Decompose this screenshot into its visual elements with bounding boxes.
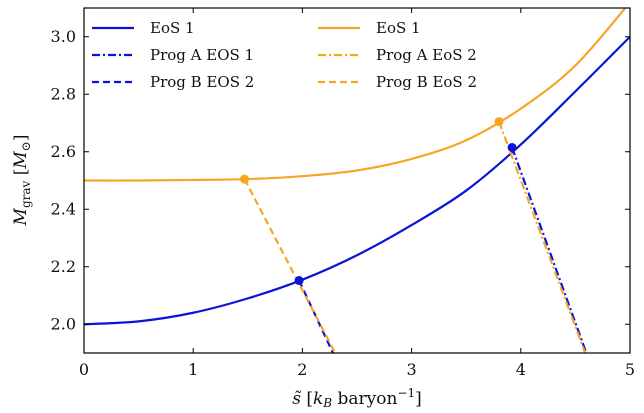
plot-frame (83, 7, 631, 354)
series-line-3 (497, 121, 587, 353)
series-line-5 (243, 178, 337, 353)
legend-label-2: Prog B EOS 2 (150, 73, 254, 91)
x-axis-label: s̃ [kB baryon−1] (292, 386, 422, 410)
data-point-3 (494, 117, 504, 127)
legend-label-5: Prog B EoS 2 (376, 73, 477, 91)
y-axis-label: Mgrav [M⊙] (11, 135, 33, 227)
data-point-2 (240, 174, 250, 184)
series-line-1 (84, 8, 627, 182)
data-point-1 (507, 142, 517, 152)
legend-label-3: EoS 1 (376, 19, 421, 37)
data-point-0 (294, 276, 304, 286)
series-line-2 (511, 147, 588, 353)
x-tick-label-5: 5 (625, 360, 635, 379)
legend-label-0: EoS 1 (150, 19, 195, 37)
series-line-0 (84, 35, 630, 326)
y-tick-label-1: 2.2 (51, 257, 76, 276)
x-tick-label-4: 4 (516, 360, 526, 379)
y-tick-label-4: 2.8 (51, 84, 76, 103)
x-tick-label-0: 0 (79, 360, 89, 379)
legend-label-4: Prog A EoS 2 (376, 46, 477, 64)
x-tick-label-2: 2 (297, 360, 307, 379)
legend-label-1: Prog A EOS 1 (150, 46, 254, 64)
x-tick-label-3: 3 (407, 360, 417, 379)
y-tick-label-5: 3.0 (51, 27, 76, 46)
y-tick-label-0: 2.0 (51, 314, 76, 333)
x-tick-label-1: 1 (188, 360, 198, 379)
y-tick-label-3: 2.6 (51, 142, 76, 161)
y-tick-label-2: 2.4 (51, 199, 76, 218)
